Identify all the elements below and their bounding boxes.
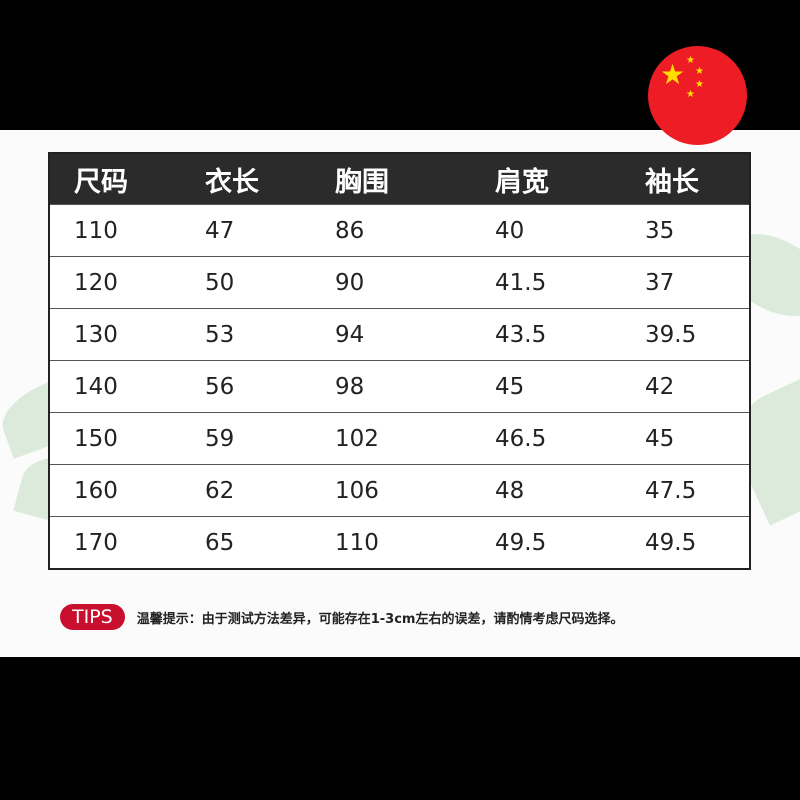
table-row: 150 59 102 46.5 45 <box>50 412 749 464</box>
table-cell: 150 <box>74 425 118 452</box>
table-cell: 130 <box>74 321 118 348</box>
table-cell: 86 <box>335 217 365 244</box>
table-cell: 47.5 <box>645 477 697 504</box>
tips-text: 温馨提示：由于测试方法差异，可能存在1-3cm左右的误差，请酌情考虑尺码选择。 <box>136 611 624 627</box>
table-cell: 48 <box>495 477 525 504</box>
table-cell: 98 <box>335 373 365 400</box>
tips-section: TIPS 温馨提示：由于测试方法差异，可能存在1-3cm左右的误差，请酌情考虑尺… <box>60 604 623 630</box>
table-cell: 59 <box>205 425 235 452</box>
table-cell: 102 <box>335 425 379 452</box>
table-cell: 120 <box>74 269 118 296</box>
table-cell: 65 <box>205 529 235 556</box>
table-cell: 42 <box>645 373 675 400</box>
table-cell: 47 <box>205 217 235 244</box>
table-cell: 40 <box>495 217 525 244</box>
table-cell: 49.5 <box>495 529 547 556</box>
table-row: 130 53 94 43.5 39.5 <box>50 308 749 360</box>
tips-badge: TIPS <box>60 604 125 630</box>
table-row: 120 50 90 41.5 37 <box>50 256 749 308</box>
table-cell: 56 <box>205 373 235 400</box>
table-header: 尺码 衣长 胸围 肩宽 袖长 <box>50 154 749 204</box>
table-cell: 45 <box>645 425 675 452</box>
table-cell: 37 <box>645 269 675 296</box>
table-cell: 110 <box>335 529 379 556</box>
table-row: 160 62 106 48 47.5 <box>50 464 749 516</box>
header-size: 尺码 <box>74 166 128 198</box>
table-cell: 39.5 <box>645 321 697 348</box>
header-sleeve: 袖长 <box>645 166 699 198</box>
table-cell: 94 <box>335 321 365 348</box>
table-cell: 35 <box>645 217 675 244</box>
table-cell: 140 <box>74 373 118 400</box>
table-cell: 62 <box>205 477 235 504</box>
table-cell: 45 <box>495 373 525 400</box>
table-cell: 49.5 <box>645 529 697 556</box>
table-cell: 43.5 <box>495 321 547 348</box>
size-chart-table: 尺码 衣长 胸围 肩宽 袖长 110 47 86 40 35 120 50 90 41.5 37 1… <box>48 152 751 570</box>
table-row: 110 47 86 40 35 <box>50 204 749 256</box>
table-cell: 110 <box>74 217 118 244</box>
table-cell: 50 <box>205 269 235 296</box>
table-row: 170 65 110 49.5 49.5 <box>50 516 749 568</box>
table-row: 140 56 98 45 42 <box>50 360 749 412</box>
header-chest: 胸围 <box>335 166 389 198</box>
table-cell: 90 <box>335 269 365 296</box>
table-cell: 160 <box>74 477 118 504</box>
table-cell: 53 <box>205 321 235 348</box>
table-cell: 41.5 <box>495 269 547 296</box>
china-flag-icon: ★ ★ ★ ★ ★ <box>648 46 747 145</box>
header-length: 衣长 <box>205 166 259 198</box>
table-cell: 170 <box>74 529 118 556</box>
header-shoulder: 肩宽 <box>495 166 549 198</box>
table-cell: 46.5 <box>495 425 547 452</box>
table-cell: 106 <box>335 477 379 504</box>
